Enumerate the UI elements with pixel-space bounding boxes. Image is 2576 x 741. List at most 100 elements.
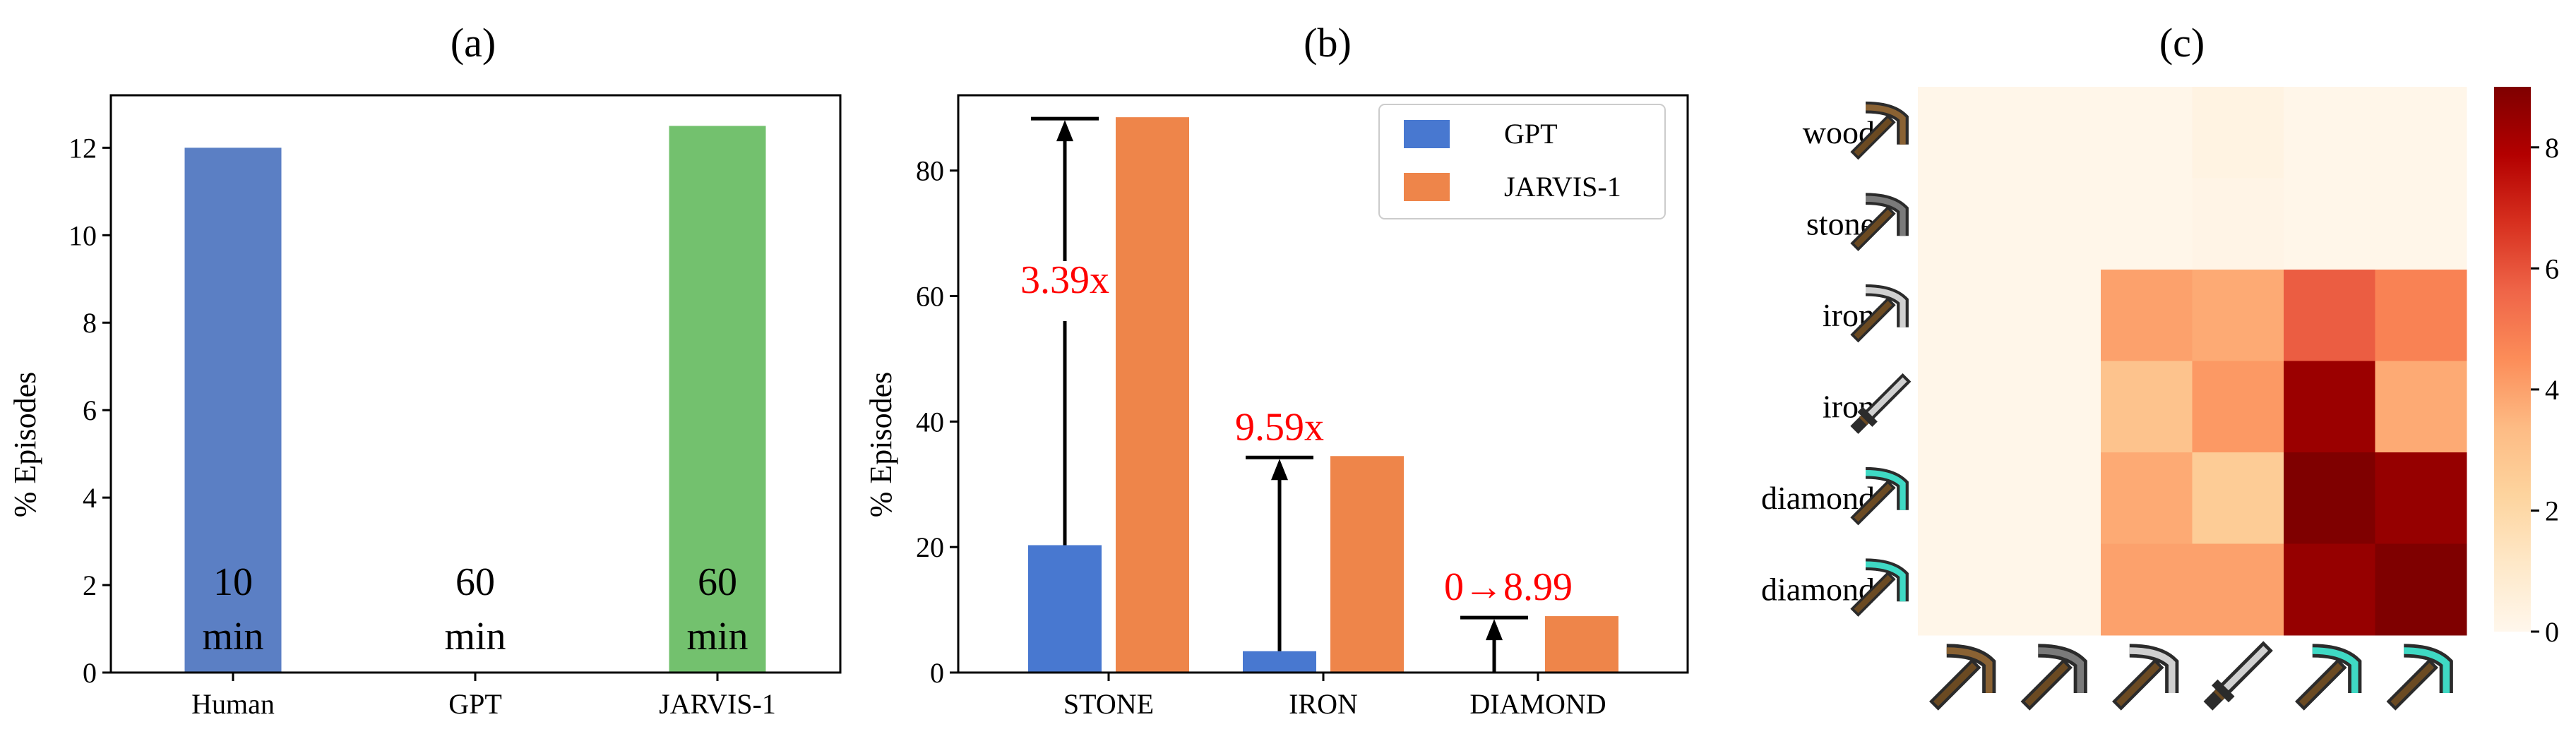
b-bar-jarvis-1-diamond <box>1545 616 1618 673</box>
b-ytick-label: 0 <box>930 657 944 689</box>
heatmap-cell <box>2284 543 2375 636</box>
heatmap-cell <box>2192 452 2284 544</box>
a-bar-label-value: 60 <box>455 560 495 604</box>
b-ytick-label: 20 <box>916 531 944 563</box>
heatmap-cell <box>1918 361 2010 453</box>
b-ratio-arrowhead <box>1056 120 1073 142</box>
heatmap-cell <box>1918 543 2010 636</box>
colorbar <box>2494 87 2531 632</box>
colorbar-tick-label: 2 <box>2545 495 2559 526</box>
b-bar-gpt-stone <box>1028 545 1102 673</box>
panel-b-title: (b) <box>1304 20 1352 66</box>
stone-pickaxe-icon <box>1850 193 1909 251</box>
a-xtick-label: GPT <box>448 688 502 720</box>
iron-sword-icon <box>2203 641 2273 711</box>
b-ytick-label: 40 <box>916 406 944 438</box>
heatmap-cell <box>2284 87 2375 179</box>
a-ytick-label: 12 <box>68 132 97 164</box>
a-ytick-label: 8 <box>83 307 97 339</box>
stone-pickaxe-icon <box>2020 644 2087 711</box>
b-bar-jarvis-1-iron <box>1330 456 1404 673</box>
heatmap-cell <box>2101 452 2193 544</box>
a-ytick-label: 0 <box>83 657 97 689</box>
heatmap-cell <box>2375 178 2467 270</box>
heatmap-cell <box>2192 270 2284 361</box>
heatmap-cell <box>2192 543 2284 636</box>
a-bar-label-unit: min <box>444 615 506 658</box>
heatmap-cell <box>2284 178 2375 270</box>
b-ytick-label: 60 <box>916 281 944 313</box>
heatmap-cell <box>1918 452 2010 544</box>
colorbar-tick-label: 8 <box>2545 132 2559 164</box>
wooden-pickaxe-icon <box>1929 644 1996 711</box>
diamond-pickaxe-icon <box>2295 644 2362 711</box>
panel-a: (a) % Episodes 0 2 4 6 8 10 12 Human 10 min GPT 60 m… <box>8 20 842 720</box>
diamond-pickaxe-icon <box>1850 466 1909 526</box>
a-bar-label-value: 60 <box>698 560 737 604</box>
heatmap-cell <box>2375 270 2467 361</box>
heatmap-cell <box>2192 87 2284 179</box>
a-bar-label-value: 10 <box>213 560 253 604</box>
b-ratio-label: 9.59x <box>1235 405 1324 449</box>
heatmap-cell <box>1918 270 2010 361</box>
heatmap-cell <box>2375 543 2467 636</box>
diamond-pickaxe-icon <box>1850 558 1909 617</box>
heatmap-cell <box>2375 87 2467 179</box>
heatmap-cell <box>2101 543 2193 636</box>
heatmap-cell <box>2101 361 2193 453</box>
a-ytick-label: 2 <box>83 570 97 601</box>
heatmap-cell <box>2192 361 2284 453</box>
a-ytick-label: 6 <box>83 394 97 426</box>
panel-b-frame <box>957 94 1689 674</box>
heatmap-cell <box>1918 178 2010 270</box>
heatmap-cell <box>2101 270 2193 361</box>
panel-a-ylabel: % Episodes <box>8 372 42 518</box>
a-ytick-label: 10 <box>68 219 97 251</box>
heatmap-cell <box>2009 270 2101 361</box>
b-bar-gpt-iron <box>1243 651 1316 673</box>
heatmap-row-label: diamond <box>1761 480 1875 516</box>
panel-b-ylabel: % Episodes <box>864 372 898 518</box>
legend-label-jarvis: JARVIS-1 <box>1504 171 1621 203</box>
heatmap-cell <box>2009 361 2101 453</box>
heatmap-cell <box>2009 452 2101 544</box>
a-bar-label-unit: min <box>686 615 748 658</box>
legend-swatch-gpt <box>1404 120 1450 148</box>
panel-a-title: (a) <box>451 20 496 66</box>
colorbar-tick-label: 0 <box>2545 616 2559 648</box>
iron-pickaxe-icon <box>2112 644 2179 711</box>
heatmap-cell <box>2192 178 2284 270</box>
iron-sword-icon <box>1850 373 1912 434</box>
heatmap-cell <box>2009 543 2101 636</box>
iron-pickaxe-icon <box>1850 284 1909 343</box>
b-xtick-label: STONE <box>1063 688 1154 720</box>
diamond-pickaxe-icon <box>2386 644 2453 711</box>
b-ratio-label: 3.39x <box>1020 258 1109 302</box>
heatmap-cell <box>2101 178 2193 270</box>
a-xtick-label: JARVIS-1 <box>659 688 776 720</box>
heatmap-cell <box>1918 87 2010 179</box>
b-ratio-label: 0→8.99 <box>1444 565 1573 609</box>
heatmap-row-label: diamond <box>1761 571 1875 607</box>
panel-a-frame <box>109 94 842 674</box>
panel-b: (b) % Episodes 0 20 40 60 80 STONE 3.39x IRON 9.… <box>864 20 1689 720</box>
heatmap-cell <box>2284 452 2375 544</box>
heatmap-cell <box>2284 270 2375 361</box>
a-bar-jarvis-1 <box>669 126 766 673</box>
heatmap-cell <box>2375 361 2467 453</box>
legend-label-gpt: GPT <box>1504 118 1558 150</box>
heatmap-cell <box>2009 178 2101 270</box>
b-xtick-label: IRON <box>1289 688 1358 720</box>
heatmap-cell <box>2009 87 2101 179</box>
heatmap-cell <box>2101 87 2193 179</box>
a-bar-human <box>184 147 282 673</box>
b-bar-jarvis-1-stone <box>1116 117 1189 673</box>
b-xtick-label: DIAMOND <box>1469 688 1606 720</box>
legend-swatch-jarvis <box>1404 173 1450 201</box>
a-xtick-label: Human <box>191 688 275 720</box>
legend: GPT JARVIS-1 <box>1378 104 1666 219</box>
b-ratio-arrowhead <box>1486 619 1503 641</box>
colorbar-tick-label: 4 <box>2545 374 2559 406</box>
